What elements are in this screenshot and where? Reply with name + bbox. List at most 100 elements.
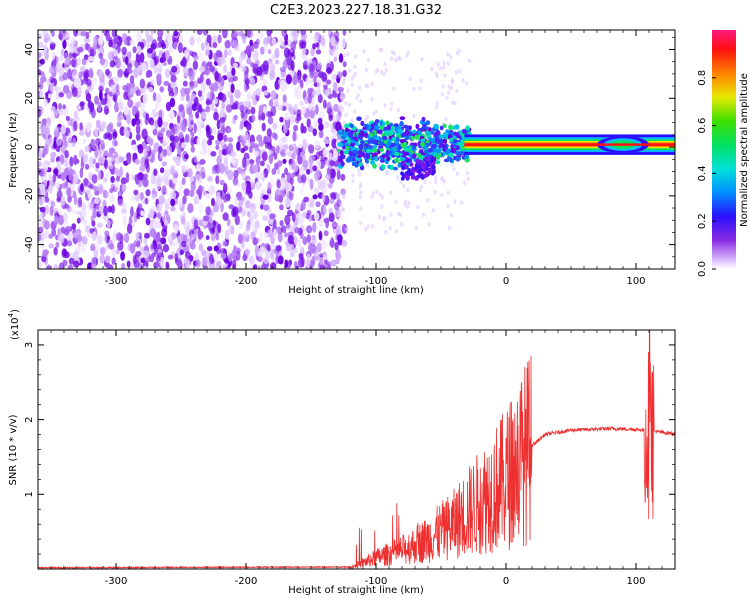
spectrogram-cell [104, 107, 110, 115]
spectrogram-cell [353, 64, 357, 70]
spectrogram-cell [306, 253, 311, 262]
spectrogram-cell [374, 156, 379, 162]
spectrogram-cell [198, 219, 205, 227]
spectrogram-cell [150, 30, 155, 35]
spectrogram-cell [399, 120, 404, 127]
spectrogram-cell [145, 146, 151, 152]
spectrogram-cell [116, 232, 122, 242]
spectrogram-cell [312, 71, 319, 79]
spectrogram-cell [263, 65, 269, 75]
spectrogram-cell [245, 45, 252, 55]
spectrogram-cell [453, 100, 457, 106]
spectrogram-cell [360, 140, 365, 145]
snr-xlabel: Height of straight line (km) [288, 585, 424, 596]
spectrogram-cell [370, 97, 374, 102]
spectrogram-cell [434, 105, 438, 110]
spectrogram-cell [449, 85, 453, 91]
spectrogram-cell [43, 99, 48, 107]
spectrogram-cell [380, 164, 386, 170]
spectrogram-cell [400, 222, 404, 227]
spectrogram-cell [61, 172, 66, 182]
spectrogram-cell [202, 30, 209, 36]
spectrogram-cell [153, 55, 160, 64]
spectrogram-cell [40, 76, 47, 83]
spectrogram-cell [239, 104, 245, 113]
spectrogram-cell [231, 67, 236, 76]
spectrogram-cell [100, 142, 105, 150]
spectrogram-cell [159, 57, 164, 64]
spectrogram-cell [430, 151, 436, 156]
spectrogram-cell [292, 75, 298, 86]
spectrogram-cell [50, 114, 55, 124]
spectrogram-cell [209, 209, 214, 217]
spectrogram-cell [420, 138, 426, 143]
spectrogram-cell [328, 212, 335, 223]
spectrogram-cell [445, 95, 449, 100]
spectrogram-cell [41, 196, 46, 203]
spectrogram-cell [136, 144, 143, 150]
spectrogram-cell [103, 133, 108, 140]
spectrogram-cell [397, 128, 404, 134]
spectrogram-cell [38, 226, 44, 234]
spectrogram-cell [333, 31, 340, 38]
spectrogram-cell [297, 237, 302, 247]
spectrogram-cell [215, 175, 220, 185]
spectrogram-cell [359, 98, 363, 104]
spectrogram-cell [118, 101, 124, 111]
spectrogram-cell [114, 140, 118, 147]
spectrogram-cell [323, 217, 330, 224]
spectrogram-cell [296, 86, 302, 92]
spectrogram-cell [354, 141, 359, 146]
spectrogram-cell [453, 131, 458, 136]
spectrogram-cell [330, 74, 335, 83]
spectrogram-cell [283, 47, 290, 58]
spectrogram-cell [80, 66, 86, 72]
spectrogram-cell [394, 157, 400, 163]
spectrogram-cell [241, 172, 247, 178]
spectrogram-cell [445, 129, 450, 134]
spectrogram-cell [77, 46, 84, 53]
spectrogram-cell [442, 179, 446, 184]
spectrogram-cell [261, 112, 266, 121]
spectrogram-cell [284, 198, 291, 208]
spectrogram-cell [302, 144, 307, 152]
spectrogram-cell [389, 56, 394, 61]
spectrogram-cell [211, 127, 217, 135]
spectrogram-cell [434, 135, 439, 140]
spectrogram-cell [85, 92, 92, 102]
spectrogram-cell [103, 177, 108, 183]
spectrogram-cell [127, 99, 134, 108]
spectrogram-cell [372, 148, 378, 153]
spectrogram-cell [142, 250, 149, 258]
spectrogram-cell [189, 80, 195, 87]
spectrogram-cell [385, 120, 390, 126]
spectrogram-cell [169, 97, 176, 108]
spectrogram-cell [78, 196, 83, 208]
spectrogram-cell [220, 248, 227, 255]
spectrogram-cell [463, 180, 467, 186]
spectrogram-cell [244, 70, 249, 81]
spectrogram-cell [160, 256, 165, 268]
spectrogram-cell [87, 192, 94, 200]
spectrogram-cell [240, 135, 246, 142]
spectrogram-cell [195, 252, 199, 262]
spectrogram-cell [105, 171, 111, 177]
spectrogram-cell [135, 251, 142, 257]
spectrogram-cell [387, 139, 392, 145]
snr-series-line [38, 330, 675, 569]
spectrogram-cell [58, 262, 65, 269]
spectrogram-cell [47, 93, 52, 99]
spectrogram-cell [345, 157, 352, 163]
spectrogram-cell [293, 248, 298, 254]
spectrogram-cell [439, 125, 444, 131]
spectrogram-cell [385, 151, 390, 157]
spectrogram-cell [334, 241, 339, 251]
spectrogram-cell [53, 207, 58, 214]
spectrogram-cell [284, 167, 289, 176]
spectrogram-cell [425, 120, 431, 126]
spectrogram-cell [385, 143, 390, 149]
spectrogram-cell [213, 111, 219, 121]
spectrogram-cell [114, 151, 118, 158]
spectrogram-cell [374, 125, 380, 131]
